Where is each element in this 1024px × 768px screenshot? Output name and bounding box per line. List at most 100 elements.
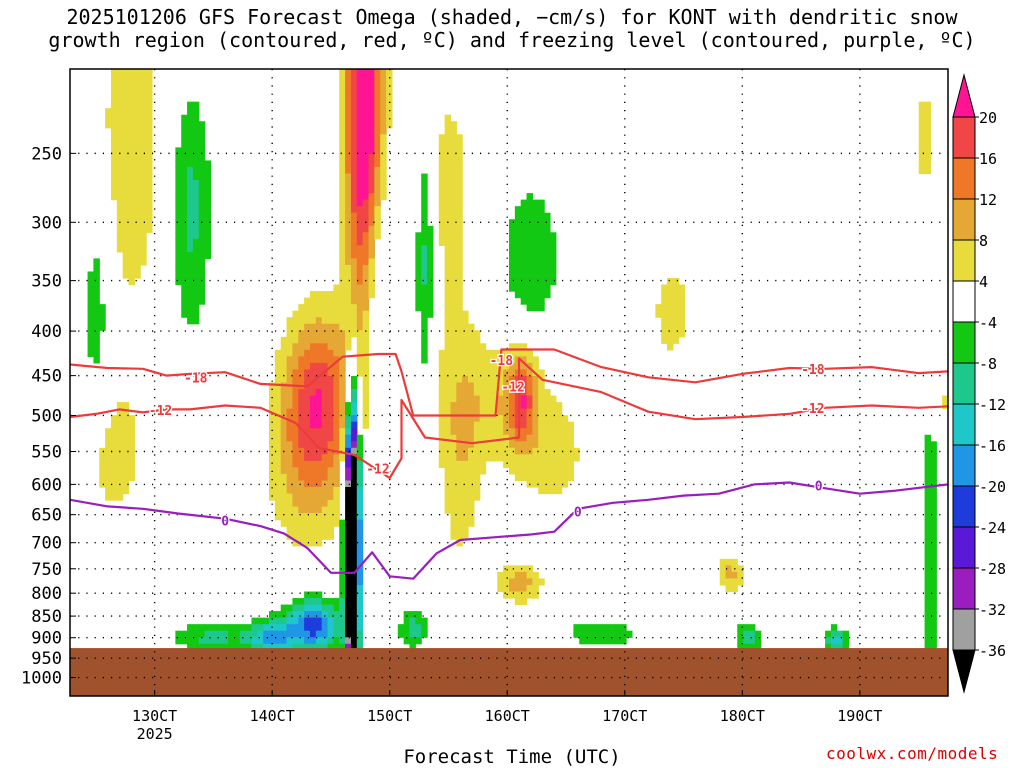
omega-cell bbox=[298, 506, 305, 514]
omega-cell bbox=[304, 408, 311, 416]
omega-cell bbox=[181, 121, 188, 129]
omega-cell bbox=[93, 336, 100, 344]
omega-cell bbox=[561, 428, 569, 436]
omega-cell bbox=[333, 434, 340, 442]
colorbar-box bbox=[952, 444, 976, 487]
omega-cell bbox=[192, 310, 200, 318]
omega-cell bbox=[450, 127, 457, 135]
colorbar-box bbox=[952, 362, 976, 405]
omega-cell bbox=[567, 441, 574, 449]
omega-cell bbox=[292, 539, 299, 547]
omega-cell bbox=[339, 343, 346, 351]
omega-cell bbox=[503, 591, 510, 599]
omega-cell bbox=[368, 114, 375, 122]
omega-cell bbox=[315, 304, 323, 312]
omega-cell bbox=[544, 238, 551, 246]
omega-cell bbox=[274, 402, 282, 410]
omega-cell bbox=[128, 428, 135, 436]
omega-cell bbox=[362, 127, 370, 135]
omega-cell bbox=[298, 513, 305, 521]
omega-cell bbox=[438, 180, 446, 188]
omega-cell bbox=[192, 225, 200, 233]
omega-cell bbox=[362, 153, 370, 162]
omega-cell bbox=[561, 415, 569, 423]
chart-title-line-1: 2025101206 GFS Forecast Omega (shaded, −… bbox=[66, 5, 958, 29]
omega-cell bbox=[520, 375, 528, 384]
omega-cell bbox=[134, 186, 141, 194]
omega-cell bbox=[122, 206, 130, 214]
omega-cell bbox=[333, 375, 340, 384]
omega-cell bbox=[146, 180, 153, 188]
omega-cell bbox=[122, 173, 130, 181]
omega-cell bbox=[175, 264, 182, 273]
omega-cell bbox=[345, 264, 352, 273]
omega-cell bbox=[116, 245, 124, 253]
omega-cell bbox=[105, 493, 112, 501]
omega-cell bbox=[538, 473, 545, 482]
omega-cell bbox=[356, 330, 364, 338]
omega-cell bbox=[930, 598, 937, 606]
omega-cell bbox=[298, 643, 305, 651]
omega-cell bbox=[327, 310, 334, 318]
omega-cell bbox=[345, 480, 352, 488]
colorbar-label: 12 bbox=[979, 191, 997, 209]
omega-cell bbox=[450, 415, 457, 423]
omega-cell bbox=[356, 310, 364, 318]
credit-link[interactable]: coolwx.com/models bbox=[826, 744, 999, 763]
omega-cell bbox=[274, 349, 282, 357]
omega-cell bbox=[526, 238, 534, 246]
omega-cell bbox=[122, 69, 130, 77]
omega-cell bbox=[438, 134, 446, 142]
omega-cell bbox=[350, 251, 358, 259]
omega-cell bbox=[374, 69, 381, 77]
omega-cell bbox=[280, 389, 288, 397]
omega-cell bbox=[532, 258, 539, 266]
omega-cell bbox=[526, 454, 534, 462]
omega-cell bbox=[473, 343, 481, 351]
omega-cell bbox=[532, 232, 539, 240]
omega-cell bbox=[503, 421, 510, 429]
omega-cell bbox=[924, 584, 932, 593]
omega-cell bbox=[450, 441, 457, 449]
omega-cell bbox=[520, 382, 528, 390]
omega-cell bbox=[473, 421, 481, 429]
omega-cell bbox=[473, 447, 481, 455]
omega-cell bbox=[286, 643, 294, 651]
omega-cell bbox=[327, 500, 334, 508]
omega-cell bbox=[198, 186, 206, 194]
omega-cell bbox=[116, 473, 124, 482]
omega-cell bbox=[403, 611, 411, 619]
omega-cell bbox=[122, 434, 130, 442]
omega-cell bbox=[362, 297, 370, 305]
omega-cell bbox=[146, 186, 153, 194]
omega-cell bbox=[503, 375, 510, 384]
omega-cell bbox=[286, 624, 294, 632]
omega-cell bbox=[362, 330, 370, 338]
omega-cell bbox=[362, 415, 370, 423]
omega-cell bbox=[292, 519, 299, 527]
omega-cell bbox=[345, 539, 352, 547]
omega-cell bbox=[356, 343, 364, 351]
omega-cell bbox=[187, 264, 194, 273]
omega-cell bbox=[549, 402, 557, 410]
omega-cell bbox=[350, 526, 358, 534]
omega-cell bbox=[456, 219, 463, 227]
omega-cell bbox=[110, 447, 118, 455]
omega-cell bbox=[362, 251, 370, 259]
omega-cell bbox=[491, 356, 498, 364]
omega-cell bbox=[450, 278, 457, 286]
omega-cell bbox=[134, 173, 141, 181]
omega-cell bbox=[274, 421, 282, 429]
omega-cell bbox=[110, 101, 118, 109]
omega-cell bbox=[538, 578, 545, 586]
omega-cell bbox=[345, 251, 352, 259]
omega-cell bbox=[345, 193, 352, 201]
omega-cell bbox=[450, 389, 457, 397]
omega-cell bbox=[450, 532, 457, 540]
omega-cell bbox=[526, 402, 534, 410]
contour-label: -18 bbox=[490, 354, 514, 369]
colorbar-box bbox=[952, 608, 976, 651]
omega-cell bbox=[421, 297, 428, 305]
omega-cell bbox=[356, 69, 364, 77]
omega-cell bbox=[479, 441, 487, 449]
